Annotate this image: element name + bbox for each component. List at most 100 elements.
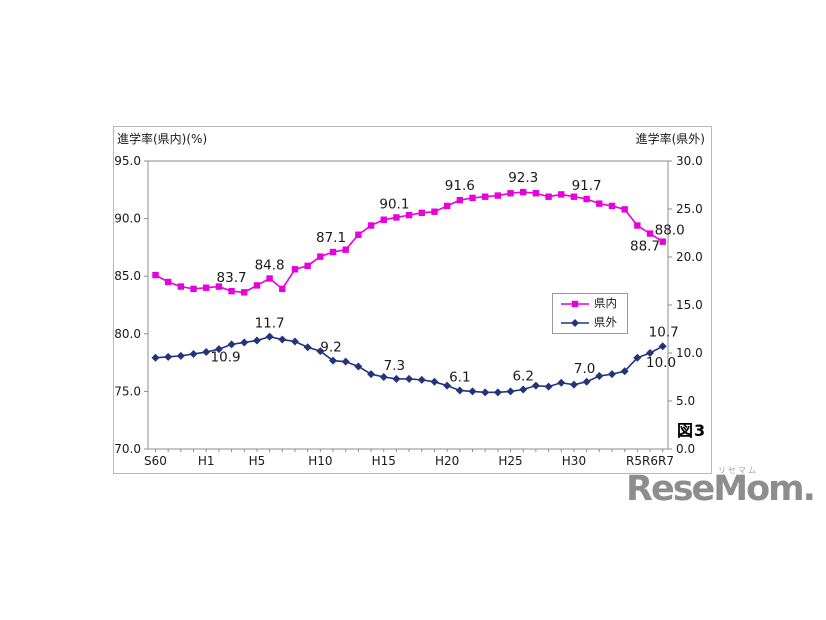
series-marker-県内	[456, 196, 464, 204]
series-marker-県内	[481, 193, 489, 200]
series-marker-県内	[317, 253, 324, 260]
x-axis-tick-label: H10	[308, 454, 332, 468]
data-label-県外: 7.3	[384, 358, 405, 374]
series-marker-県外	[557, 378, 566, 387]
series-marker-県外	[392, 374, 401, 383]
series-marker-県内	[545, 193, 552, 200]
left-axis-tick-label: 95.0	[114, 154, 141, 168]
series-marker-県外	[658, 342, 667, 351]
figure-label: 図3	[677, 421, 707, 440]
series-marker-県内	[393, 214, 400, 221]
series-marker-県外	[367, 370, 376, 379]
series-marker-県外	[202, 348, 211, 357]
series-marker-県内	[469, 194, 476, 202]
series-marker-県外	[620, 367, 629, 376]
data-label-県外: 10.9	[211, 349, 241, 365]
x-axis-tick-label: H1	[198, 454, 215, 468]
series-marker-県内	[355, 231, 362, 238]
data-label-県外: 11.7	[255, 316, 285, 332]
series-marker-県内	[279, 285, 286, 293]
data-label-県外: 10.0	[646, 355, 676, 371]
x-axis-tick-label: R5R6R7	[626, 454, 674, 468]
series-marker-県外	[164, 352, 173, 361]
series-marker-県外	[417, 375, 426, 384]
legend-marker-square-icon	[561, 300, 589, 308]
resemom-logo: リセマム ReseMom.	[626, 466, 816, 514]
data-label-県内: 88.7	[630, 239, 660, 255]
legend-item-県内: 県内	[560, 296, 627, 312]
right-axis-tick-label: 10.0	[676, 346, 703, 360]
series-marker-県内	[164, 278, 172, 286]
series-marker-県内	[228, 287, 235, 295]
series-marker-県外	[278, 335, 287, 344]
series-marker-県内	[532, 190, 540, 197]
x-axis-tick-label: H25	[498, 454, 522, 468]
x-axis-tick-label: H15	[372, 454, 396, 468]
series-marker-県外	[493, 388, 502, 397]
series-marker-県外	[329, 356, 338, 365]
series-marker-県外	[582, 377, 591, 386]
right-axis-tick-label: 30.0	[676, 154, 703, 168]
series-marker-県外	[151, 353, 160, 362]
data-label-県内: 92.3	[508, 170, 538, 186]
left-axis-tick-label: 70.0	[114, 442, 141, 456]
series-marker-県外	[481, 388, 490, 397]
data-label-県内: 88.0	[655, 223, 685, 239]
series-marker-県外	[468, 387, 477, 396]
logo-furigana: リセマム	[718, 466, 758, 475]
series-marker-県外	[646, 349, 655, 357]
series-marker-県外	[569, 380, 578, 389]
legend-label: 県内	[594, 296, 617, 311]
series-marker-県外	[341, 357, 350, 366]
series-marker-県内	[418, 209, 425, 217]
data-label-県内: 87.1	[316, 230, 346, 246]
series-marker-県外	[443, 381, 452, 390]
series-marker-県内	[596, 200, 603, 207]
data-label-県内: 90.1	[379, 196, 409, 212]
data-label-県内: 91.6	[445, 178, 475, 194]
series-marker-県内	[646, 230, 654, 237]
series-marker-県外	[265, 332, 274, 341]
x-axis-tick-label: H20	[435, 454, 459, 468]
data-label-県内: 84.8	[255, 258, 285, 274]
series-marker-県内	[329, 248, 337, 256]
left-axis-tick-label: 90.0	[114, 212, 141, 226]
series-marker-県外	[189, 349, 198, 358]
series-marker-県内	[177, 283, 185, 290]
series-marker-県内	[608, 202, 616, 210]
series-marker-県内	[520, 188, 527, 196]
series-marker-県外	[405, 374, 414, 383]
series-marker-県内	[634, 222, 641, 229]
x-axis-tick-label: H30	[562, 454, 586, 468]
series-marker-県外	[227, 340, 236, 349]
right-axis-tick-label: 0.0	[676, 442, 695, 456]
series-marker-県外	[252, 336, 261, 345]
left-axis-tick-label: 80.0	[114, 327, 141, 341]
chart-legend: 県内 県外	[552, 293, 628, 334]
series-marker-県外	[176, 351, 185, 360]
legend-item-県外: 県外	[560, 315, 627, 331]
series-marker-県外	[240, 338, 249, 347]
x-axis-tick-label: S60	[144, 454, 167, 468]
right-axis-tick-label: 15.0	[676, 298, 703, 312]
series-marker-県外	[303, 343, 312, 352]
series-marker-県内	[494, 192, 502, 199]
series-marker-県外	[531, 381, 540, 390]
data-label-県外: 9.2	[320, 340, 341, 356]
series-marker-県内	[190, 285, 197, 293]
series-marker-県内	[380, 216, 387, 223]
series-marker-県内	[304, 262, 311, 270]
series-marker-県外	[544, 382, 553, 391]
series-marker-県外	[430, 377, 439, 386]
series-marker-県内	[659, 238, 666, 245]
series-marker-県外	[316, 347, 325, 356]
data-label-県内: 83.7	[217, 270, 247, 286]
data-label-県外: 6.1	[449, 369, 470, 385]
series-marker-県内	[507, 190, 514, 197]
series-marker-県内	[405, 211, 413, 219]
series-marker-県内	[215, 283, 223, 290]
series-marker-県外	[519, 385, 528, 394]
legend-label: 県外	[594, 315, 617, 330]
data-label-県内: 91.7	[572, 178, 602, 194]
